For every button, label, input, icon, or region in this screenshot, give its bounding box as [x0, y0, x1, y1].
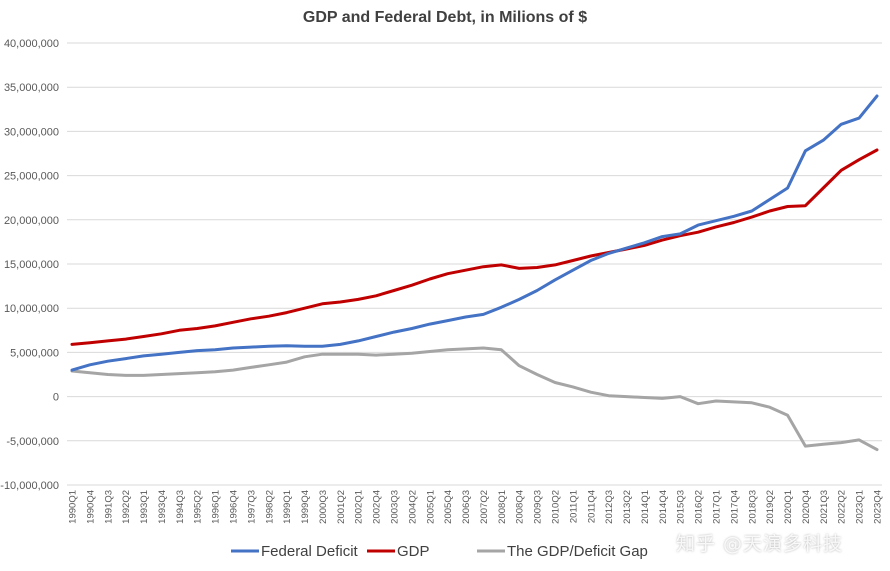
y-tick-label: 25,000,000: [4, 171, 59, 183]
x-tick-label: 2008Q1: [497, 490, 508, 524]
x-tick-label: 1990Q4: [85, 490, 96, 524]
x-tick-label: 2007Q2: [479, 490, 490, 524]
y-tick-label: 0: [53, 392, 59, 404]
x-tick-label: 1996Q1: [211, 490, 222, 524]
x-tick-label: 2015Q3: [676, 490, 687, 524]
x-tick-label: 2014Q4: [658, 490, 669, 524]
x-tick-label: 2017Q1: [712, 490, 723, 524]
x-axis: 1990Q1 1990Q4 1991Q3 1992Q2 1993Q1 1993Q4 1994…: [68, 490, 884, 524]
legend-label-gdp: GDP: [397, 543, 430, 560]
x-tick-label: 2012Q3: [604, 490, 615, 524]
x-tick-label: 2003Q3: [390, 490, 401, 524]
x-tick-label: 1993Q1: [139, 490, 150, 524]
series-line-gdp: [70, 148, 879, 346]
x-tick-label: 1994Q3: [175, 490, 186, 524]
y-tick-label: 30,000,000: [4, 126, 59, 138]
x-tick-label: 2017Q4: [729, 490, 740, 524]
y-tick-label: 15,000,000: [4, 259, 59, 271]
legend: Federal Deficit GDP The GDP/Deficit Gap: [231, 543, 648, 560]
x-tick-label: 1999Q1: [282, 490, 293, 524]
x-tick-label: 2009Q3: [533, 490, 544, 524]
x-tick-label: 1998Q2: [264, 490, 275, 524]
x-tick-label: 2001Q2: [336, 490, 347, 524]
x-tick-label: 2005Q4: [443, 490, 454, 524]
y-axis: 40,000,000 35,000,000 30,000,000 25,000,000…: [0, 38, 59, 492]
series-line-the-gdp-deficit-gap: [70, 346, 879, 452]
legend-label-federal-deficit: Federal Deficit: [261, 543, 359, 560]
x-tick-label: 1992Q2: [121, 490, 132, 524]
x-tick-label: 2014Q1: [640, 490, 651, 524]
y-tick-label: 40,000,000: [4, 38, 59, 50]
y-tick-label: 5,000,000: [10, 347, 59, 359]
x-tick-label: 2005Q1: [425, 490, 436, 524]
x-tick-label: 2010Q2: [551, 490, 562, 524]
x-tick-label: 2020Q4: [801, 490, 812, 524]
x-tick-label: 1993Q4: [157, 490, 168, 524]
y-tick-label: 35,000,000: [4, 82, 59, 94]
x-tick-label: 1990Q1: [68, 490, 79, 524]
y-tick-label: 10,000,000: [4, 303, 59, 315]
x-tick-label: 2004Q2: [407, 490, 418, 524]
chart-title: GDP and Federal Debt, in Milions of $: [303, 9, 587, 26]
y-tick-label: -10,000,000: [0, 480, 59, 492]
x-tick-label: 2020Q1: [783, 490, 794, 524]
watermark: 知乎 @天演多科技: [676, 533, 844, 555]
x-tick-label: 2011Q4: [586, 490, 597, 523]
x-tick-label: 2013Q2: [622, 490, 633, 524]
x-tick-label: 2002Q1: [354, 490, 365, 524]
x-tick-label: 2011Q1: [568, 490, 579, 523]
x-tick-label: 2021Q3: [819, 490, 830, 524]
x-tick-label: 2002Q4: [372, 490, 383, 524]
x-tick-label: 2023Q1: [855, 490, 866, 524]
y-tick-label: 20,000,000: [4, 215, 59, 227]
x-tick-label: 1995Q2: [193, 490, 204, 524]
x-tick-label: 2016Q2: [694, 490, 705, 524]
series-line-federal-deficit: [70, 94, 879, 372]
x-tick-label: 1996Q4: [229, 490, 240, 524]
x-tick-label: 2019Q2: [765, 490, 776, 524]
x-tick-label: 2018Q3: [747, 490, 758, 524]
x-tick-label: 2006Q3: [461, 490, 472, 524]
x-tick-label: 2023Q4: [873, 490, 884, 524]
x-tick-label: 1999Q4: [300, 490, 311, 524]
x-tick-label: 2022Q2: [837, 490, 848, 524]
gridlines: [67, 42, 882, 486]
plot-area: [70, 94, 879, 452]
x-tick-label: 2000Q3: [318, 490, 329, 524]
x-tick-label: 1991Q3: [103, 490, 114, 524]
x-tick-label: 2008Q4: [515, 490, 526, 524]
y-tick-label: -5,000,000: [6, 436, 59, 448]
legend-label-the-gdp-deficit-gap: The GDP/Deficit Gap: [507, 543, 648, 560]
x-tick-label: 1997Q3: [246, 490, 257, 524]
